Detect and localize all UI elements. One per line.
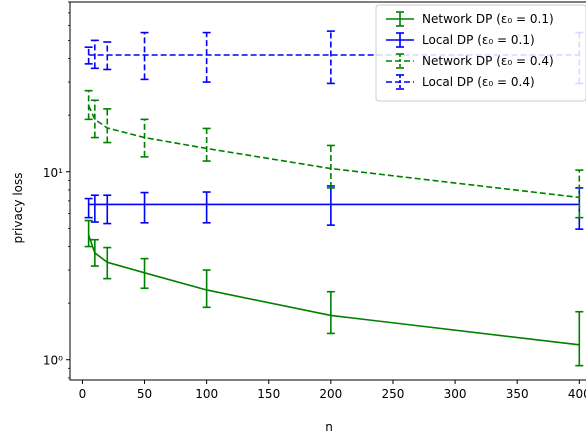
legend-label: Local DP (ε₀ = 0.1): [422, 33, 535, 47]
series-line-2: [87, 105, 580, 199]
y-axis-label: privacy loss: [11, 172, 25, 243]
axes-frame: [69, 1, 586, 381]
x-tick-label: 150: [257, 387, 280, 401]
plot-area: [84, 30, 584, 367]
y-tick-label: 10⁰: [43, 354, 63, 368]
series-line-0: [87, 234, 580, 346]
x-tick-label: 350: [506, 387, 529, 401]
legend-label: Network DP (ε₀ = 0.1): [422, 12, 554, 26]
x-tick-label: 400: [568, 387, 586, 401]
x-tick-label: 50: [137, 387, 152, 401]
x-tick-label: 250: [382, 387, 405, 401]
series-group: [84, 30, 584, 367]
x-tick-label: 200: [319, 387, 342, 401]
x-axis-label: n: [325, 420, 333, 434]
legend-label: Local DP (ε₀ = 0.4): [422, 75, 535, 89]
legend-label: Network DP (ε₀ = 0.4): [422, 54, 554, 68]
x-tick-label: 300: [444, 387, 467, 401]
legend: Network DP (ε₀ = 0.1) Local DP (ε₀ = 0.1)…: [375, 4, 586, 102]
x-tick-label: 0: [79, 387, 87, 401]
x-tick-label: 100: [195, 387, 218, 401]
legend-box: [375, 4, 586, 102]
y-tick-label: 10¹: [43, 166, 63, 180]
axes: 0 50 100 150 200 250 300 350 400 10⁰ 10¹: [43, 1, 586, 401]
